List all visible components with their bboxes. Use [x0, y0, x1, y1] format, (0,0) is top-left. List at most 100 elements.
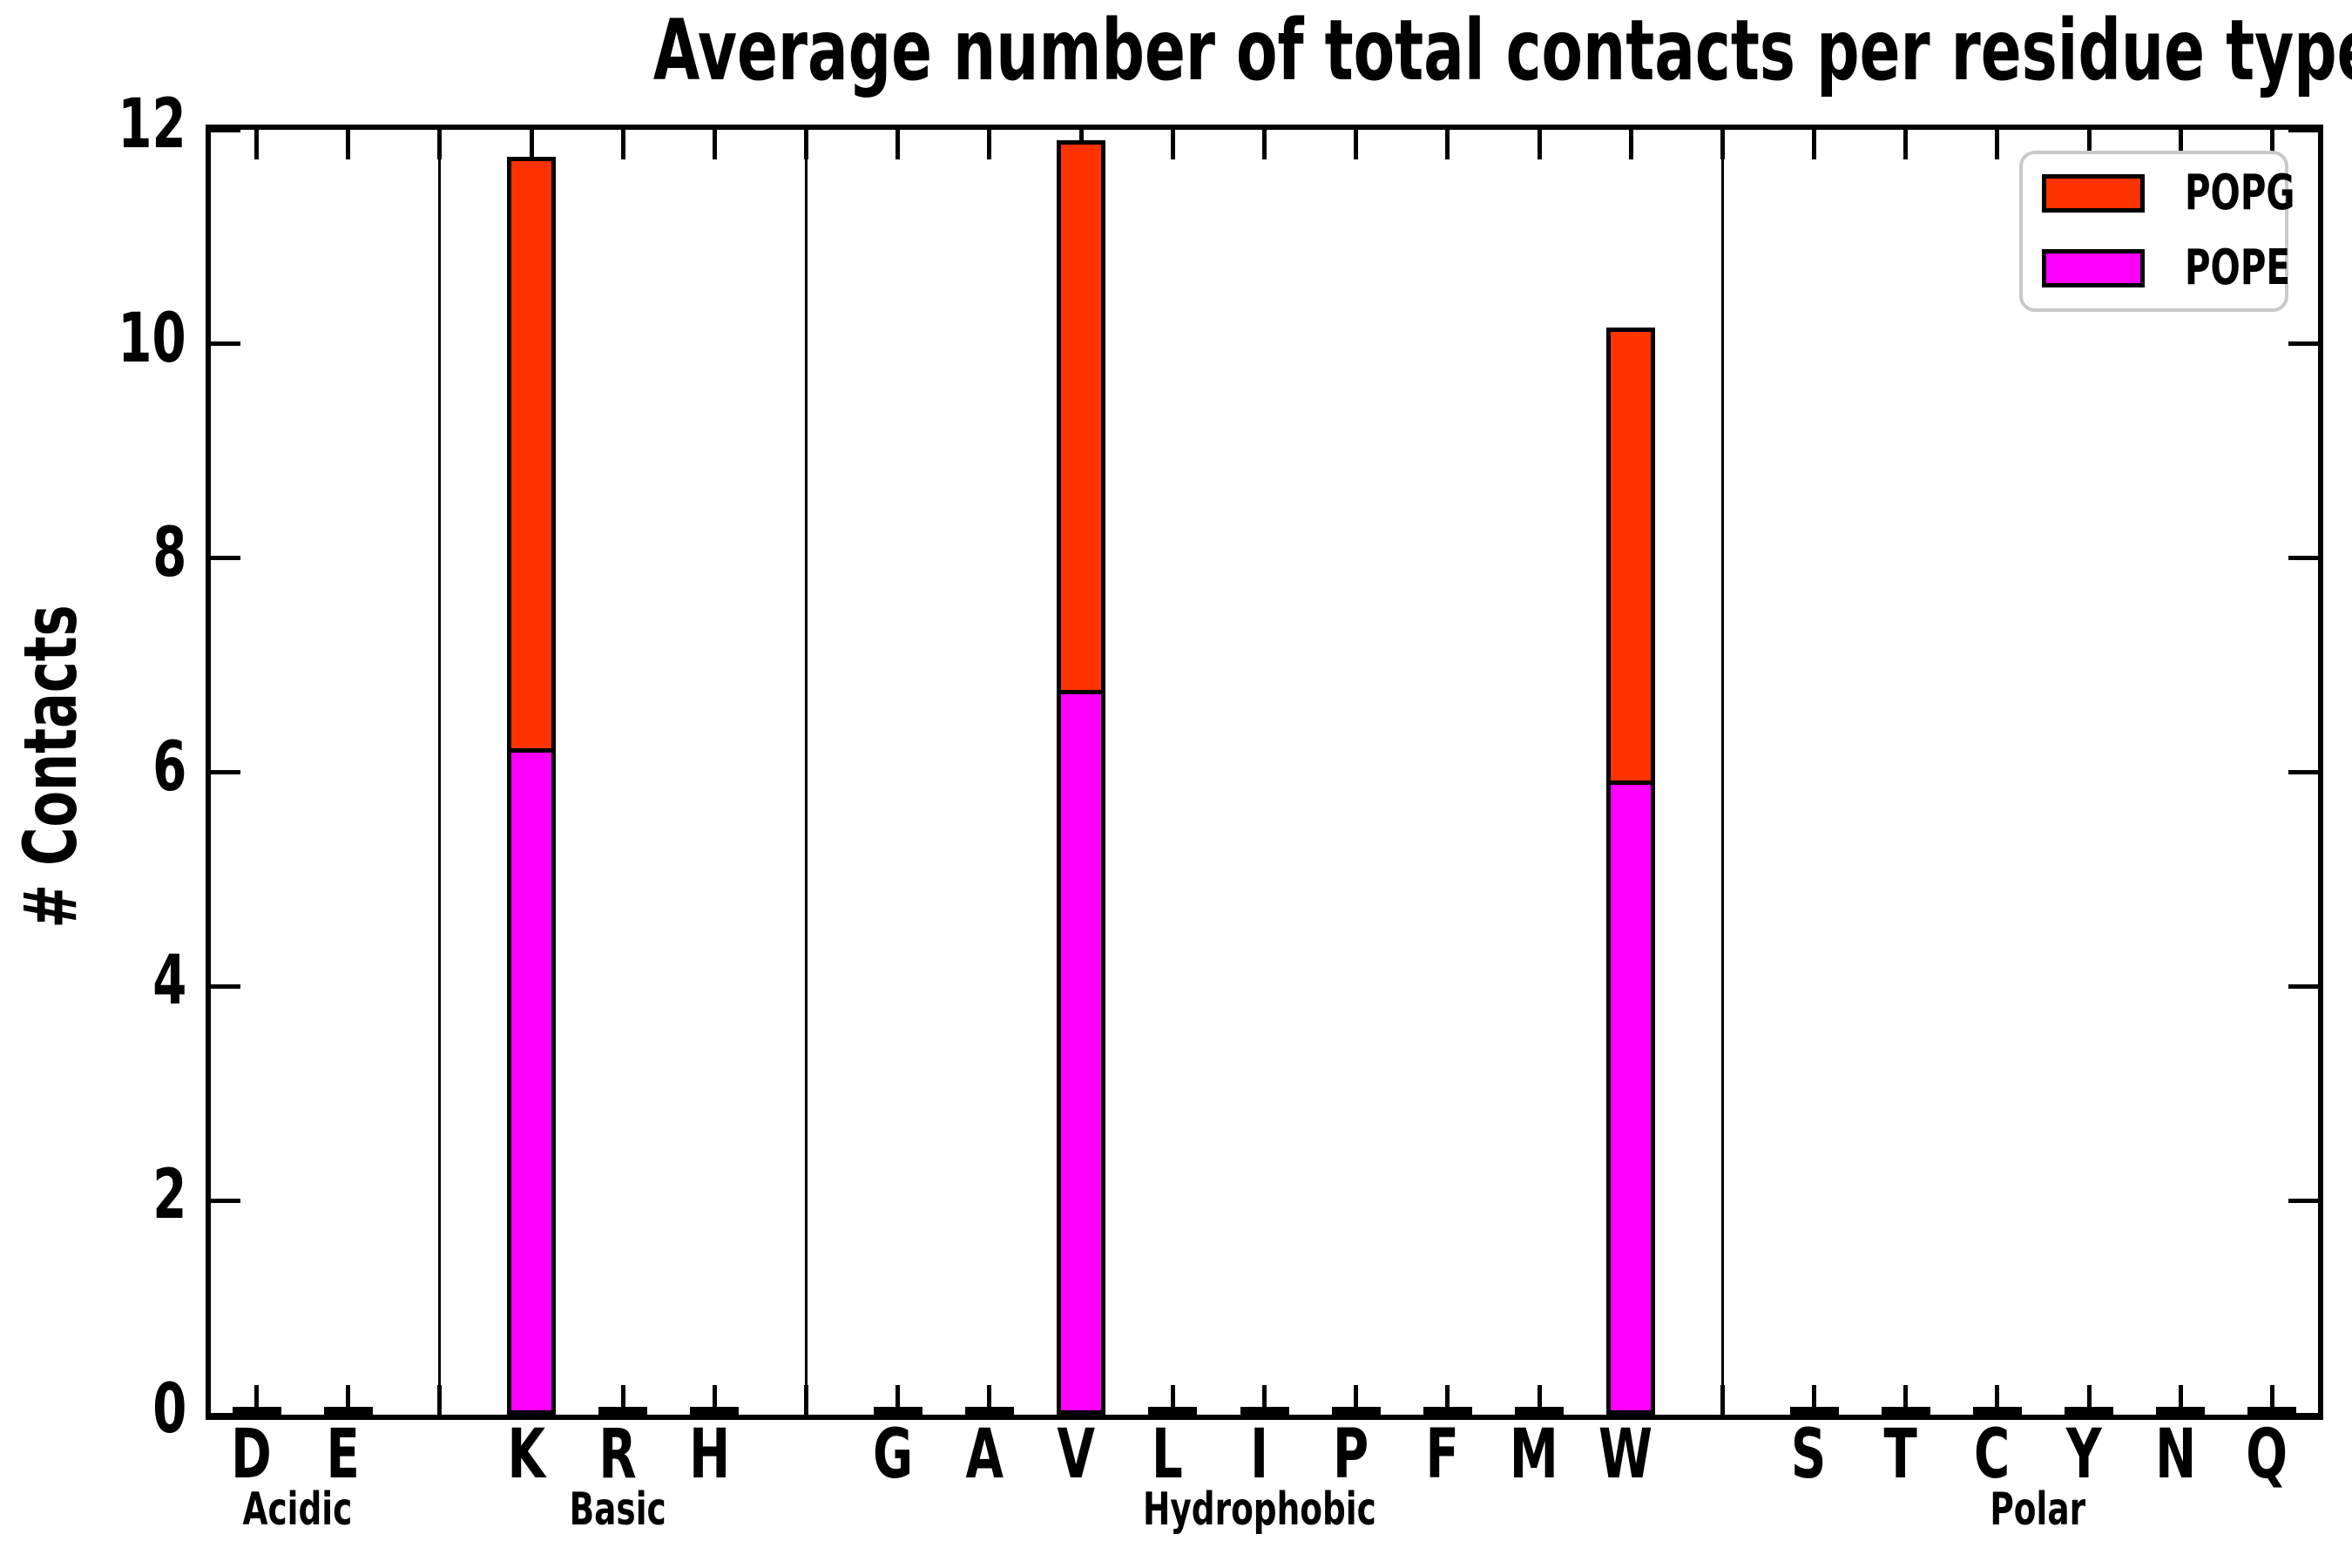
y-tick-left-0 [211, 1412, 240, 1417]
bar-V-popg [1057, 140, 1106, 693]
x-tick-label-text-R: R [598, 1416, 637, 1494]
legend-swatch-pope [2042, 249, 2145, 287]
x-tick-bottom-4 [620, 1385, 625, 1415]
group-label-text-hydrophobic: Hydrophobic [1142, 1484, 1376, 1536]
bar-nearzero-Q [2247, 1407, 2297, 1415]
bar-nearzero-G [873, 1407, 923, 1415]
x-tick-bottom-7 [896, 1385, 901, 1415]
x-tick-label-text-A: A [965, 1416, 1004, 1494]
x-tick-bottom-20 [2086, 1385, 2092, 1415]
x-tick-bottom-0 [254, 1385, 260, 1415]
y-tick-left-8 [211, 556, 240, 561]
x-tick-label-text-L: L [1152, 1416, 1184, 1494]
y-tick-left-12 [211, 127, 240, 132]
x-tick-label-F: F [1355, 1420, 1530, 1490]
x-tick-label-text-F: F [1425, 1416, 1460, 1494]
x-tick-label-text-K: K [507, 1416, 545, 1494]
bar-W-pope [1606, 782, 1656, 1415]
x-tick-label-T: T [1814, 1420, 1988, 1490]
y-tick-right-0 [2288, 1412, 2318, 1417]
chart-title: Average number of total contacts per res… [318, 7, 2352, 94]
bar-nearzero-H [690, 1407, 740, 1415]
legend: POPG POPE [2019, 151, 2295, 312]
x-tick-bottom-1 [346, 1385, 351, 1415]
x-tick-label-D: D [165, 1420, 339, 1490]
x-tick-bottom-13 [1445, 1385, 1450, 1415]
bar-W-outline [1606, 328, 1656, 1415]
x-tick-top-8 [987, 130, 992, 159]
x-tick-bottom-11 [1262, 1385, 1267, 1415]
legend-label-popg: POPG [2185, 165, 2295, 221]
x-tick-label-text-Y: Y [2065, 1416, 2102, 1494]
x-tick-label-C: C [1905, 1420, 2079, 1490]
bar-nearzero-R [598, 1407, 648, 1415]
group-label-text-acidic: Acidic [242, 1484, 353, 1536]
y-tick-label-12: 12 [12, 91, 186, 159]
x-tick-label-text-H: H [688, 1416, 730, 1494]
y-tick-left-10 [211, 341, 240, 347]
bar-nearzero-T [1881, 1407, 1930, 1415]
y-tick-label-text-10: 10 [118, 299, 186, 378]
x-tick-top-10 [1170, 130, 1175, 159]
bar-K-outline [507, 156, 557, 1415]
legend-swatch-popg [2042, 174, 2145, 213]
x-tick-bottom-18 [1903, 1385, 1909, 1415]
y-tick-right-4 [2288, 983, 2318, 989]
x-tick-bottom-8 [987, 1385, 992, 1415]
x-tick-label-text-V: V [1057, 1416, 1095, 1494]
y-tick-label-text-0: 0 [152, 1370, 186, 1449]
y-tick-right-6 [2288, 770, 2318, 774]
group-separator [1720, 130, 1724, 1415]
x-tick-top-0 [254, 130, 260, 159]
group-label-text-polar: Polar [1990, 1484, 2086, 1536]
x-tick-top-3 [529, 130, 534, 159]
x-tick-top-12 [1354, 130, 1359, 159]
y-tick-label-0: 0 [12, 1375, 186, 1443]
x-tick-label-M: M [1447, 1420, 1621, 1490]
y-tick-label-6: 6 [12, 733, 186, 801]
x-tick-top-4 [620, 130, 625, 159]
y-tick-right-12 [2288, 127, 2318, 132]
x-tick-bottom-17 [1812, 1385, 1817, 1415]
group-separator [805, 130, 808, 1415]
x-tick-bottom-12 [1354, 1385, 1359, 1415]
y-tick-left-4 [211, 983, 240, 989]
x-tick-top-15 [1628, 130, 1633, 159]
y-tick-left-2 [211, 1198, 240, 1203]
x-tick-label-R: R [531, 1420, 705, 1490]
bar-W-popg [1606, 328, 1656, 783]
x-tick-label-text-M: M [1510, 1416, 1558, 1494]
bar-K-popg [507, 156, 557, 751]
bar-nearzero-A [964, 1407, 1014, 1415]
y-tick-right-2 [2288, 1198, 2318, 1203]
y-tick-label-2: 2 [12, 1161, 186, 1229]
bar-nearzero-Y [2065, 1407, 2114, 1415]
y-tick-left-6 [211, 770, 240, 774]
bar-nearzero-P [1331, 1407, 1381, 1415]
x-tick-top-14 [1537, 130, 1542, 159]
group-label-acidic: Acidic [123, 1486, 471, 1533]
x-tick-label-A: A [897, 1420, 1071, 1490]
x-tick-label-K: K [439, 1420, 613, 1490]
x-tick-top-11 [1262, 130, 1267, 159]
x-tick-label-H: H [622, 1420, 796, 1490]
x-tick-top-19 [1995, 130, 2000, 159]
x-tick-bottom-14 [1537, 1385, 1542, 1415]
y-tick-label-10: 10 [12, 305, 186, 373]
bar-nearzero-N [2156, 1407, 2206, 1415]
x-tick-bottom-22 [2269, 1385, 2274, 1415]
x-tick-label-P: P [1264, 1420, 1438, 1490]
y-tick-label-8: 8 [12, 519, 186, 587]
x-tick-label-text-G: G [872, 1416, 913, 1494]
x-tick-label-E: E [256, 1420, 430, 1490]
x-tick-top-21 [2178, 130, 2183, 159]
x-tick-label-text-N: N [2154, 1416, 2196, 1494]
x-tick-top-18 [1903, 130, 1909, 159]
y-tick-label-text-2: 2 [152, 1156, 186, 1235]
bar-V-boundary [1057, 689, 1106, 694]
group-label-polar: Polar [1863, 1486, 2212, 1533]
bar-nearzero-S [1789, 1407, 1839, 1415]
x-tick-label-V: V [989, 1420, 1163, 1490]
y-tick-label-text-6: 6 [152, 727, 186, 807]
